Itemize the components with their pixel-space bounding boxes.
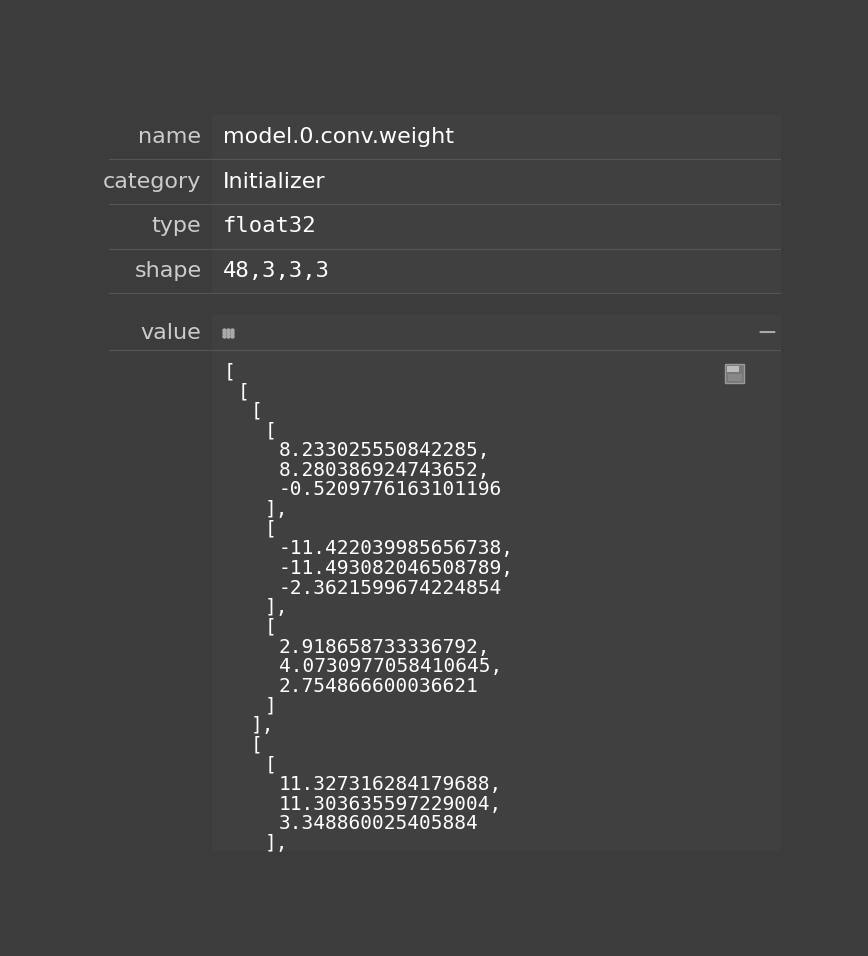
Text: float32: float32 [223, 216, 317, 236]
Text: type: type [152, 216, 201, 236]
Text: -11.493082046508789,: -11.493082046508789, [279, 559, 514, 578]
Text: Initializer: Initializer [223, 172, 326, 192]
Text: 11.303635597229004,: 11.303635597229004, [279, 794, 503, 814]
FancyBboxPatch shape [213, 315, 781, 350]
Text: 3.348860025405884: 3.348860025405884 [279, 815, 479, 834]
Text: 2.754866600036621: 2.754866600036621 [279, 677, 479, 696]
Text: ],: ], [265, 598, 288, 618]
Text: 48,3,3,3: 48,3,3,3 [223, 261, 330, 281]
FancyBboxPatch shape [727, 366, 739, 372]
Text: category: category [103, 172, 201, 192]
FancyBboxPatch shape [213, 204, 781, 249]
FancyBboxPatch shape [213, 115, 781, 160]
Text: [: [ [265, 422, 277, 441]
Text: −: − [757, 320, 778, 344]
Text: ],: ], [265, 500, 288, 519]
Text: [: [ [265, 618, 277, 637]
Text: ],: ], [265, 834, 288, 853]
FancyBboxPatch shape [727, 374, 741, 381]
Text: name: name [139, 127, 201, 147]
Text: 2.918658733336792,: 2.918658733336792, [279, 638, 490, 657]
Text: model.0.conv.weight: model.0.conv.weight [223, 127, 454, 147]
Text: 4.0730977058410645,: 4.0730977058410645, [279, 657, 503, 676]
FancyBboxPatch shape [213, 249, 781, 293]
Text: [: [ [265, 755, 277, 774]
Text: ],: ], [251, 716, 274, 735]
Text: [: [ [251, 402, 263, 421]
FancyBboxPatch shape [213, 160, 781, 204]
Text: -11.422039985656738,: -11.422039985656738, [279, 539, 514, 558]
Text: 8.233025550842285,: 8.233025550842285, [279, 442, 490, 460]
Text: ]: ] [265, 697, 277, 715]
Text: [: [ [237, 382, 249, 402]
Text: -2.3621599674224854: -2.3621599674224854 [279, 578, 503, 598]
Text: shape: shape [135, 261, 201, 281]
Text: -0.5209776163101196: -0.5209776163101196 [279, 481, 503, 499]
Text: [: [ [265, 520, 277, 539]
Text: 11.327316284179688,: 11.327316284179688, [279, 775, 503, 794]
FancyBboxPatch shape [726, 364, 744, 382]
Text: 8.280386924743652,: 8.280386924743652, [279, 461, 490, 480]
Text: [: [ [223, 362, 235, 381]
Text: value: value [141, 322, 201, 342]
Text: [: [ [251, 736, 263, 754]
FancyBboxPatch shape [213, 350, 781, 851]
